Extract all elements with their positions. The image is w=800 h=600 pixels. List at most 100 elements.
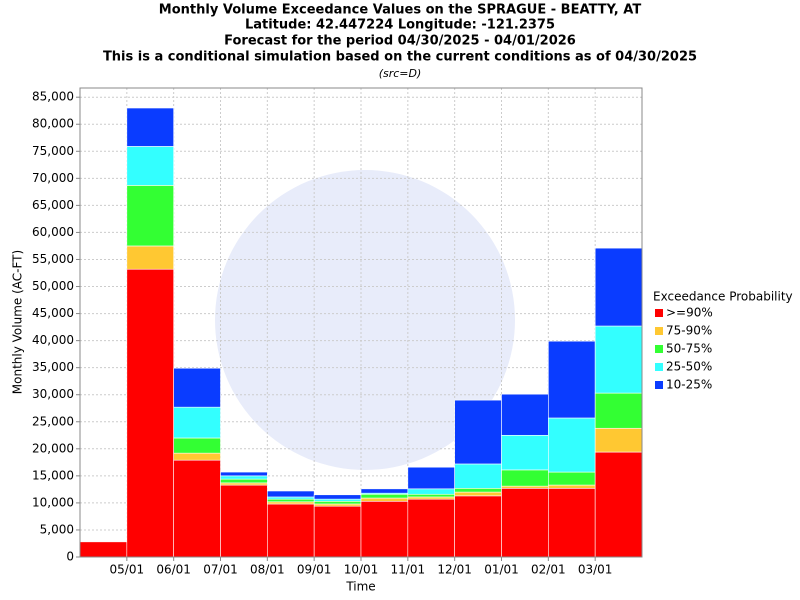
- x-tick-label: 12/01: [437, 563, 472, 577]
- y-tick-label: 25,000: [32, 414, 74, 428]
- bar-segment: [220, 475, 268, 480]
- x-tick-label: 10/01: [344, 563, 379, 577]
- bar-segment: [454, 399, 502, 465]
- y-tick-label: 5,000: [40, 522, 74, 536]
- bar-segment: [501, 485, 549, 489]
- legend-label: 75-90%: [666, 324, 712, 338]
- bar-segment: [313, 505, 362, 558]
- bar-segment: [267, 503, 315, 558]
- bar-segment: [173, 406, 221, 439]
- bar-segment: [594, 247, 643, 327]
- y-axis-label: Monthly Volume (AC-FT): [11, 250, 25, 394]
- legend-swatch: [655, 363, 663, 371]
- bar-segment: [360, 500, 409, 558]
- bar-segment: [173, 459, 221, 558]
- bar-segment: [220, 478, 268, 484]
- bar-segment: [454, 495, 502, 558]
- y-tick-label: 10,000: [32, 495, 74, 509]
- y-tick-label: 60,000: [32, 225, 74, 239]
- bar-segment: [126, 185, 174, 247]
- bar-segment: [79, 541, 128, 558]
- bar-segment: [407, 466, 455, 490]
- bar-segment: [126, 245, 174, 270]
- x-tick-label: 02/01: [531, 563, 566, 577]
- source-note: (src=D): [379, 67, 422, 80]
- bar-segment: [360, 497, 409, 502]
- bar-segment: [267, 498, 315, 503]
- x-tick-label: 09/01: [297, 563, 332, 577]
- bar-segment: [594, 392, 643, 429]
- legend-swatch: [655, 327, 663, 335]
- bar-segment: [267, 496, 315, 500]
- y-tick-label: 15,000: [32, 468, 74, 482]
- bar-segment: [173, 437, 221, 454]
- legend-swatch: [655, 345, 663, 353]
- bar-segment: [548, 340, 596, 419]
- legend-label: 50-75%: [666, 342, 712, 356]
- subtitle: This is a conditional simulation based o…: [103, 50, 697, 65]
- bar-segment: [313, 494, 362, 500]
- bar-segment: [126, 107, 174, 147]
- y-tick-label: 0: [66, 550, 74, 564]
- legend-title: Exceedance Probability: [653, 290, 793, 304]
- bar-segment: [220, 482, 268, 486]
- x-tick-label: 07/01: [203, 563, 238, 577]
- bar-segment: [267, 501, 315, 505]
- y-tick-label: 40,000: [32, 333, 74, 347]
- y-tick-label: 20,000: [32, 441, 74, 455]
- legend-swatch: [655, 309, 663, 317]
- bar-segment: [501, 487, 549, 558]
- bar-segment: [501, 434, 549, 471]
- bar-segment: [220, 484, 268, 558]
- bar-segment: [454, 463, 502, 489]
- bar-segment: [407, 493, 455, 498]
- bar-segment: [173, 452, 221, 461]
- bar-segment: [360, 493, 409, 499]
- chart-title: Monthly Volume Exceedance Values on the …: [159, 3, 642, 18]
- plot-border: [79, 87, 643, 558]
- y-tick-label: 55,000: [32, 252, 74, 266]
- bar-segment: [173, 367, 221, 408]
- y-tick-label: 75,000: [32, 144, 74, 158]
- legend-label: >=90%: [666, 306, 713, 320]
- bar-segment: [313, 500, 362, 505]
- x-tick-label: 05/01: [110, 563, 145, 577]
- bar-segment: [594, 325, 643, 394]
- bar-segment: [501, 393, 549, 436]
- bar-segment: [548, 484, 596, 489]
- legend-label: 10-25%: [666, 378, 712, 392]
- bar-segment: [548, 417, 596, 473]
- bar-segment: [126, 146, 174, 186]
- bar-segment: [594, 427, 643, 453]
- y-tick-label: 50,000: [32, 279, 74, 293]
- bar-segment: [360, 488, 409, 494]
- y-tick-label: 70,000: [32, 171, 74, 185]
- bar-segment: [594, 451, 643, 558]
- legend-swatch: [655, 381, 663, 389]
- bar-segment: [454, 487, 502, 493]
- bar-segment: [313, 498, 362, 502]
- bar-segment: [220, 471, 268, 477]
- bar-segment: [548, 487, 596, 558]
- bar-segment: [407, 498, 455, 558]
- bar-segment: [548, 471, 596, 486]
- x-tick-label: 01/01: [484, 563, 519, 577]
- bar-segment: [313, 503, 362, 507]
- y-tick-label: 35,000: [32, 360, 74, 374]
- bar-segment: [407, 488, 455, 495]
- x-tick-label: 11/01: [391, 563, 426, 577]
- subtitle: Forecast for the period 04/30/2025 - 04/…: [224, 34, 576, 49]
- bar-segment: [407, 496, 455, 500]
- x-tick-label: 03/01: [578, 563, 613, 577]
- bar-segment: [126, 268, 174, 558]
- y-tick-label: 30,000: [32, 387, 74, 401]
- legend-label: 25-50%: [666, 360, 712, 374]
- bar-segment: [267, 490, 315, 498]
- bar-segment: [454, 491, 502, 497]
- x-tick-label: 08/01: [250, 563, 285, 577]
- x-tick-label: 06/01: [156, 563, 191, 577]
- bar-segment: [501, 469, 549, 487]
- y-tick-label: 80,000: [32, 117, 74, 131]
- x-axis-label: Time: [345, 580, 375, 594]
